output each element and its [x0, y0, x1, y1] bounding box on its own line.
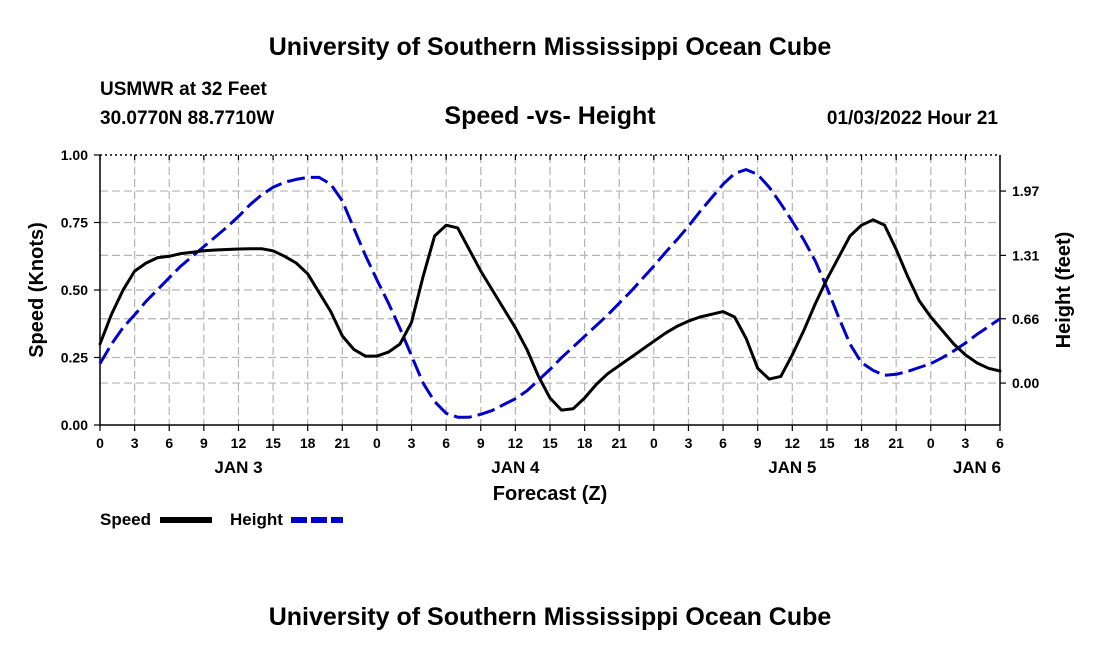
day-labels: JAN 3 JAN 4 JAN 5 JAN 6: [214, 458, 1001, 477]
y2-axis-ticks: 0.00 0.66 1.31 1.97: [1000, 183, 1039, 391]
x-tick-label: 9: [477, 435, 485, 451]
y2-axis-label: Height (feet): [1053, 232, 1075, 349]
x-tick-label: 18: [577, 435, 593, 451]
day-label: JAN 6: [953, 458, 1001, 477]
x-tick-label: 3: [408, 435, 416, 451]
x-tick-label: 9: [754, 435, 762, 451]
y-tick-label: 0.50: [61, 282, 88, 298]
x-tick-label: 3: [131, 435, 139, 451]
y2-tick-label: 0.00: [1012, 375, 1039, 391]
x-tick-label: 6: [165, 435, 173, 451]
x-tick-label: 15: [819, 435, 835, 451]
x-tick-label: 0: [927, 435, 935, 451]
top-title: University of Southern Mississippi Ocean…: [269, 33, 832, 61]
x-tick-label: 3: [685, 435, 693, 451]
y-tick-label: 1.00: [61, 147, 88, 163]
series-speed-line: [98, 218, 1002, 412]
x-tick-label: 18: [300, 435, 316, 451]
y2-tick-label: 0.66: [1012, 311, 1039, 327]
x-tick-label: 21: [611, 435, 627, 451]
x-tick-label: 15: [265, 435, 281, 451]
series-height-line: [98, 168, 1001, 419]
x-tick-label: 12: [508, 435, 524, 451]
x-tick-label: 12: [231, 435, 247, 451]
y-axis-label: Speed (Knots): [26, 222, 48, 358]
day-label: JAN 3: [214, 458, 262, 477]
x-tick-label: 12: [785, 435, 801, 451]
y-tick-label: 0.75: [61, 215, 88, 231]
x-axis-ticks: 0 3 6 9 12 15 18 21 0 3 6 9 12 15 18 21 0 3 6 9 12 15 18 21 0 3 6: [96, 155, 1004, 451]
legend-height-label: Height: [230, 510, 283, 529]
x-tick-label: 6: [996, 435, 1004, 451]
datetime-label: 01/03/2022 Hour 21: [827, 108, 999, 129]
x-tick-label: 6: [442, 435, 450, 451]
x-tick-label: 18: [854, 435, 870, 451]
y2-tick-label: 1.97: [1012, 183, 1039, 199]
grid: [100, 155, 1000, 425]
x-tick-label: 0: [373, 435, 381, 451]
x-tick-label: 6: [719, 435, 727, 451]
x-axis-label: Forecast (Z): [493, 483, 607, 505]
x-tick-label: 3: [961, 435, 969, 451]
y-tick-label: 0.00: [61, 417, 88, 433]
legend-speed-label: Speed: [100, 510, 151, 529]
day-label: JAN 4: [491, 458, 540, 477]
location-label: 30.0770N 88.7710W: [100, 108, 274, 129]
series-lines: [98, 168, 1002, 419]
bottom-title: University of Southern Mississippi Ocean…: [269, 603, 832, 631]
y-axis-ticks: 0.00 0.25 0.50 0.75 1.00: [61, 147, 100, 433]
x-tick-label: 0: [650, 435, 658, 451]
x-tick-label: 21: [888, 435, 904, 451]
day-label: JAN 5: [768, 458, 816, 477]
x-tick-label: 15: [542, 435, 558, 451]
y2-tick-label: 1.31: [1012, 247, 1039, 263]
x-tick-label: 9: [200, 435, 208, 451]
station-label: USMWR at 32 Feet: [100, 79, 267, 100]
x-tick-label: 21: [335, 435, 351, 451]
y-tick-label: 0.25: [61, 350, 88, 366]
x-tick-label: 0: [96, 435, 104, 451]
chart-title: Speed -vs- Height: [444, 102, 656, 130]
